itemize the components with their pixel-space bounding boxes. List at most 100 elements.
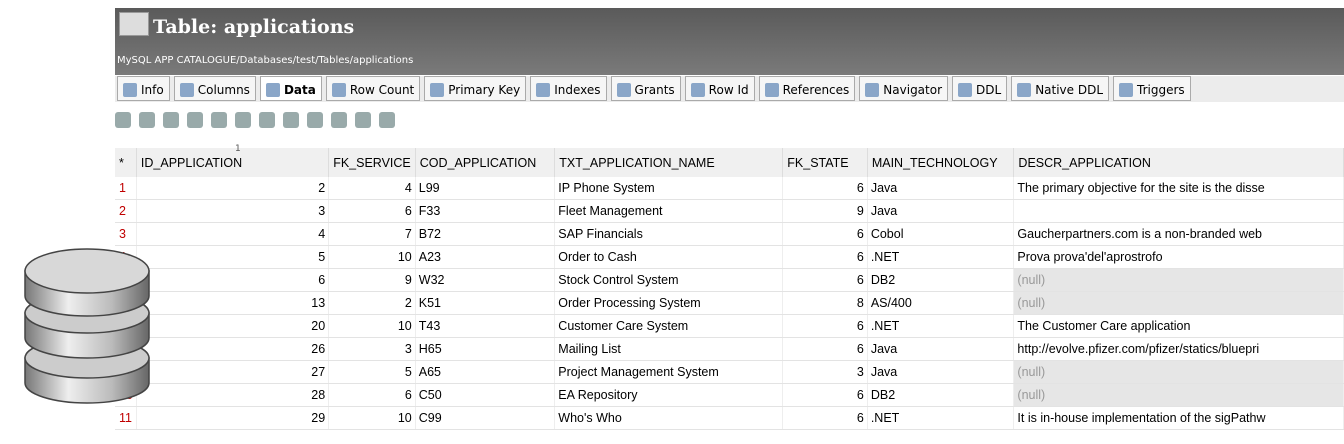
tool-button[interactable] <box>331 112 347 128</box>
column-header[interactable]: MAIN_TECHNOLOGY <box>867 148 1015 177</box>
column-header[interactable]: FK_STATE <box>782 148 868 177</box>
table-cell: Order Processing System <box>554 291 784 315</box>
table-cell: 5 <box>136 245 330 269</box>
table-icon <box>119 12 149 36</box>
table-cell <box>1013 199 1344 223</box>
table-cell: F33 <box>415 199 556 223</box>
column-header[interactable]: FK_SERVICE <box>328 148 416 177</box>
title-bar: Table: applications MySQL APP CATALOGUE/… <box>115 8 1344 75</box>
tool-button[interactable] <box>235 112 251 128</box>
table-cell: Customer Care System <box>554 314 784 338</box>
tab[interactable]: Native DDL <box>1011 76 1110 101</box>
column-header[interactable]: ID_APPLICATION <box>136 148 330 177</box>
tab[interactable]: Row Count <box>325 76 421 101</box>
table-cell: .NET <box>867 406 1015 430</box>
table-cell: A65 <box>415 360 556 384</box>
table-row: 11 29 10 C99 Who's Who 6 .NET It is in-house im… <box>115 406 1344 430</box>
tab-label: Columns <box>197 83 250 97</box>
table-cell: IP Phone System <box>554 177 784 200</box>
tab-icon <box>1119 83 1134 97</box>
column-header[interactable]: TXT_APPLICATION_NAME <box>554 148 784 177</box>
tool-button[interactable] <box>307 112 323 128</box>
tab-icon <box>690 83 705 97</box>
column-header[interactable]: DESCR_APPLICATION <box>1013 148 1344 177</box>
breadcrumb-path: MySQL APP CATALOGUE/Databases/test/Table… <box>117 55 414 66</box>
tool-button[interactable] <box>187 112 203 128</box>
table-cell: 27 <box>136 360 330 384</box>
table-cell: C50 <box>415 383 556 407</box>
tool-button[interactable] <box>259 112 275 128</box>
table-cell: L99 <box>415 177 556 200</box>
tool-button[interactable] <box>139 112 155 128</box>
column-header[interactable]: COD_APPLICATION <box>415 148 556 177</box>
tab-label: Native DDL <box>1035 83 1104 97</box>
tool-button[interactable] <box>283 112 299 128</box>
tool-button[interactable] <box>211 112 227 128</box>
tab[interactable]: Navigator <box>859 76 949 101</box>
tab-icon <box>123 83 137 97</box>
table-cell: 10 <box>328 314 416 338</box>
table-cell: 8 <box>782 291 868 315</box>
table-cell: Mailing List <box>554 337 784 361</box>
tab[interactable]: Data <box>259 76 322 101</box>
tool-button[interactable] <box>115 112 131 128</box>
table-row: 1 2 4 L99 IP Phone System 6 Java The primary ob… <box>115 177 1344 200</box>
tab[interactable]: Columns <box>173 76 256 101</box>
table-cell: Java <box>867 199 1015 223</box>
table-row: 6132K51Order Processing System8AS/400(nu… <box>115 291 1344 315</box>
table-cell: 6 <box>782 314 868 338</box>
table-row: 9275A65Project Management System3Java(nu… <box>115 360 1344 384</box>
tab-label: Primary Key <box>448 83 521 97</box>
table-cell: 6 <box>782 268 868 292</box>
tool-button[interactable] <box>163 112 179 128</box>
table-cell: 9 <box>782 199 868 223</box>
tab-bar: Info Columns Data Row Count Primary Key Index… <box>115 76 1344 102</box>
tab[interactable]: Row Id <box>684 76 755 101</box>
tab[interactable]: References <box>758 76 856 101</box>
tab[interactable]: Indexes <box>530 76 607 101</box>
tab[interactable]: DDL <box>952 76 1008 101</box>
table-cell: http://evolve.pfizer.com/pfizer/statics/… <box>1013 337 1344 361</box>
table-cell: Project Management System <box>554 360 784 384</box>
tab-label: DDL <box>976 83 1002 97</box>
row-number: 3 <box>115 222 137 246</box>
tab[interactable]: Info <box>117 76 170 101</box>
row-number: 11 <box>115 406 137 430</box>
tab-label: Grants <box>634 83 675 97</box>
table-cell: 5 <box>328 360 416 384</box>
toolbar <box>115 105 1344 135</box>
table-cell: 6 <box>328 199 416 223</box>
tab[interactable]: Grants <box>610 76 681 101</box>
tab[interactable]: Primary Key <box>424 76 527 101</box>
table-cell: .NET <box>867 245 1015 269</box>
table-cell: Order to Cash <box>554 245 784 269</box>
tab[interactable]: Triggers <box>1113 76 1191 101</box>
table-cell: A23 <box>415 245 556 269</box>
table-cell: (null) <box>1013 268 1344 292</box>
tool-button[interactable] <box>355 112 371 128</box>
table-cell: Gaucherpartners.com is a non-branded web <box>1013 222 1344 246</box>
tab-icon <box>265 83 280 97</box>
tab-icon <box>865 83 880 97</box>
table-cell: 20 <box>136 314 330 338</box>
table-cell: The primary objective for the site is th… <box>1013 177 1344 200</box>
table-cell: 6 <box>782 222 868 246</box>
data-grid: * ID_APPLICATION FK_SERVICE COD_APPLICATION… <box>115 148 1344 430</box>
tab-icon <box>764 83 779 97</box>
tab-label: Indexes <box>554 83 601 97</box>
table-cell: 10 <box>328 406 416 430</box>
table-cell: 3 <box>136 199 330 223</box>
tab-label: Info <box>141 83 164 97</box>
table-cell: T43 <box>415 314 556 338</box>
table-cell: 6 <box>782 406 868 430</box>
table-cell: Stock Control System <box>554 268 784 292</box>
table-cell: 6 <box>782 337 868 361</box>
row-number: 2 <box>115 199 137 223</box>
tool-button[interactable] <box>379 112 395 128</box>
table-cell: 29 <box>136 406 330 430</box>
window-title: Table: applications <box>153 16 355 38</box>
table-cell: It is in-house implementation of the sig… <box>1013 406 1344 430</box>
database-icon <box>24 248 150 404</box>
